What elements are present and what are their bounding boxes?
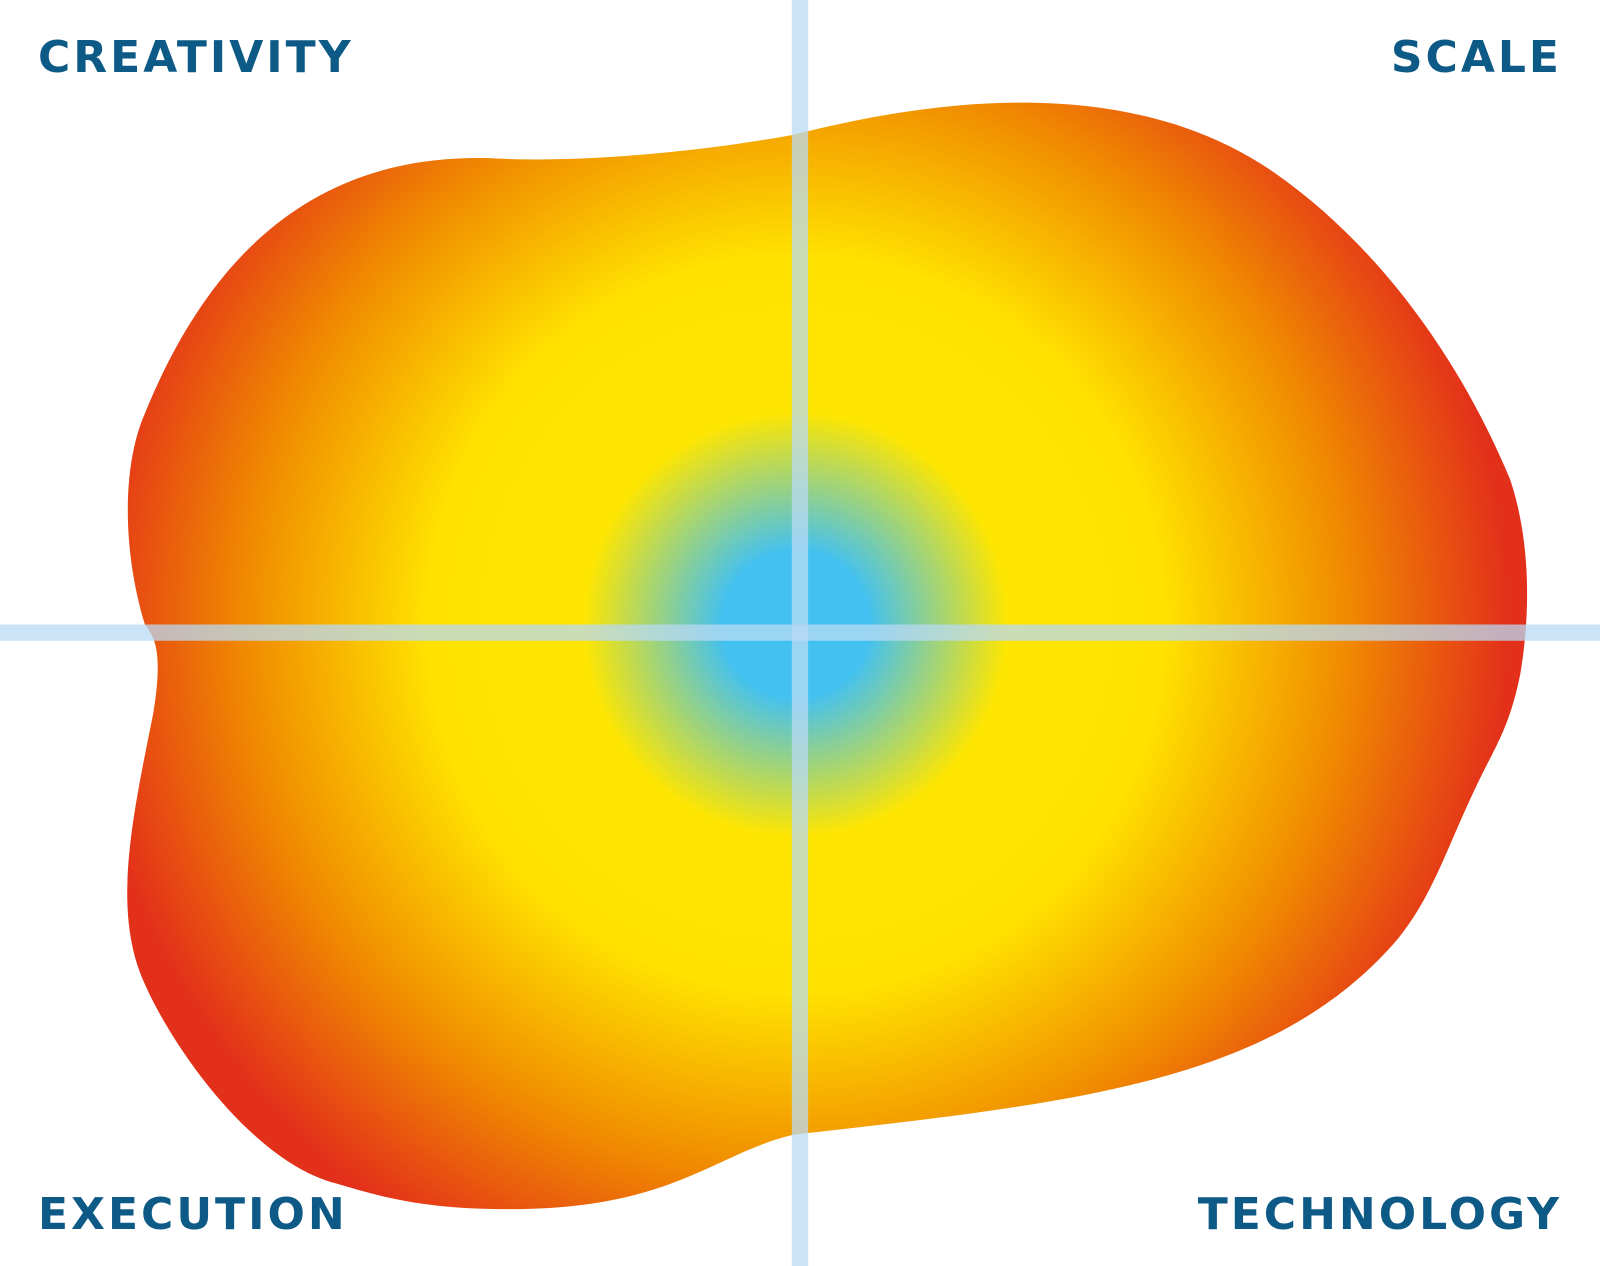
- quadrant-label: SCALE: [1391, 32, 1562, 83]
- quadrant-label: EXECUTION: [38, 1189, 348, 1240]
- quadrant-label: TECHNOLOGY: [1198, 1189, 1562, 1240]
- quadrant-label: CREATIVITY: [38, 32, 354, 83]
- blob: [127, 102, 1528, 1210]
